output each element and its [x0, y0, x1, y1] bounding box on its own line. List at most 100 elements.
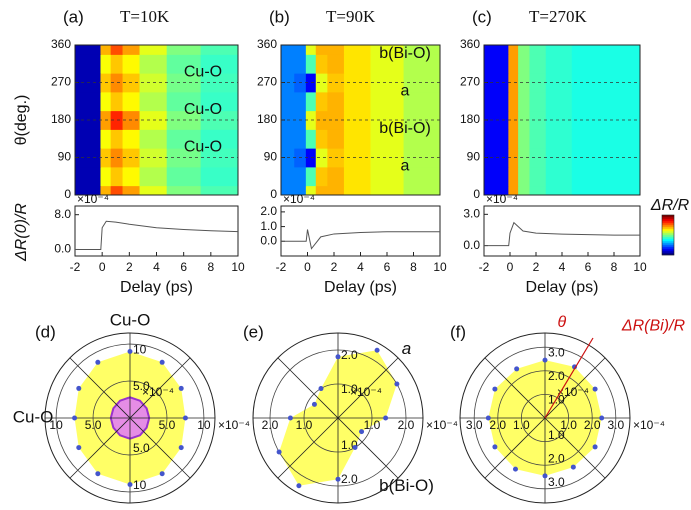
data-point	[287, 415, 293, 421]
data-point	[296, 483, 302, 489]
colorbar-step	[662, 251, 674, 254]
r-tick-label: 1.0	[548, 428, 565, 442]
axis-multiplier: ×10⁻⁴	[633, 418, 665, 432]
data-point	[359, 429, 365, 435]
data-point	[592, 386, 598, 392]
heatmap-cell	[545, 45, 573, 55]
heatmap-cell	[166, 91, 202, 112]
data-point	[394, 381, 400, 387]
heatmap-cell	[518, 185, 530, 196]
r-tick-label: 1.0	[364, 418, 381, 432]
data-point	[570, 464, 576, 470]
heatmap-cell	[529, 91, 547, 112]
r-tick-label: 2.0	[548, 451, 565, 465]
heatmap-cell	[403, 54, 441, 74]
data-point	[76, 385, 82, 391]
panel-label: (a)	[63, 7, 84, 26]
r-tick-label: 2.0	[584, 418, 601, 432]
axis-multiplier: ×10⁻⁴	[218, 418, 250, 432]
data-point	[599, 415, 605, 421]
heatmap-cell	[571, 45, 605, 55]
x-tick-label: 8	[611, 260, 618, 274]
y-tick-label: 270	[51, 75, 71, 89]
heatmap-cell	[166, 185, 202, 196]
data-point	[318, 386, 324, 392]
heatmap-cell	[315, 45, 328, 55]
heatmap-cell	[604, 54, 641, 74]
panel-title: T=90K	[326, 7, 376, 26]
heatmap-cell	[343, 91, 371, 112]
r-tick-label: 10	[49, 418, 63, 432]
heatmap-cell	[518, 129, 530, 149]
heatmap-cell	[343, 148, 371, 168]
polar-spoke	[277, 357, 399, 479]
polar-ring	[520, 393, 570, 443]
polar-ring	[92, 380, 168, 456]
r-tick-label: 5.0	[159, 418, 176, 432]
heatmap-cell	[110, 129, 124, 149]
r-tick-label: 3.0	[466, 418, 483, 432]
axis-multiplier: ×10⁻⁴	[426, 418, 458, 432]
heatmap-cell	[518, 110, 530, 130]
heatmap-cell	[508, 129, 519, 149]
data-point	[159, 359, 165, 365]
heatmap-cell	[294, 45, 307, 55]
heatmap-cell	[122, 45, 141, 55]
data-point	[512, 466, 518, 472]
heatmap-cell	[604, 91, 641, 112]
data-point	[485, 415, 491, 421]
heatmap-cell	[545, 54, 573, 74]
y-tick-label: 3.0	[463, 207, 480, 221]
data-line	[75, 220, 239, 250]
y-tick-label: 90	[264, 150, 278, 164]
r-tick-label: 3.0	[607, 418, 624, 432]
y-axis-label: θ(deg.)	[13, 95, 30, 146]
y-tick-label: 270	[257, 75, 277, 89]
heatmap-cell	[497, 91, 509, 112]
r-tick-label: 10	[133, 478, 147, 492]
heatmap-cell	[484, 129, 498, 149]
colorbar-step	[662, 219, 674, 222]
colorbar-step	[662, 215, 674, 218]
heatmap-cell	[508, 45, 519, 55]
annotation: θ	[557, 314, 566, 331]
colorbar-step	[662, 237, 674, 240]
heatmap-cell	[370, 185, 405, 196]
heatmap-cell	[327, 54, 345, 74]
heatmap-cell	[327, 129, 345, 149]
r-tick-label: 1.0	[341, 382, 358, 396]
heatmap-cell	[305, 129, 317, 149]
x-tick-label: 0	[304, 260, 311, 274]
data-point	[159, 471, 165, 477]
heatmap-cell	[497, 45, 509, 55]
heatmap-cell	[305, 54, 317, 74]
polar-ring	[303, 383, 373, 453]
heatmap-cell	[529, 129, 547, 149]
heatmap-cell	[545, 91, 573, 112]
heatmap-cell	[370, 73, 405, 93]
heatmap-cell	[518, 54, 530, 74]
heatmap-cell	[343, 129, 371, 149]
heatmap-cell	[403, 45, 441, 55]
heatmap-cell	[518, 73, 530, 93]
heatmap-cell	[508, 148, 519, 168]
y-tick-label: 90	[58, 150, 72, 164]
heatmap-cell	[315, 148, 328, 168]
r-tick-label: 2.0	[341, 348, 358, 362]
r-tick-label: 2.0	[398, 418, 415, 432]
annotation-arrow	[544, 337, 594, 419]
heatmap-cell	[200, 185, 239, 196]
heatmap-cell	[315, 73, 328, 93]
heatmap-cell	[343, 45, 371, 55]
heatmap-cell	[508, 73, 519, 93]
heatmap-cell	[281, 166, 295, 187]
heatmap-cell	[403, 148, 441, 168]
data-point	[514, 366, 520, 372]
heatmap-cell	[315, 185, 328, 196]
colorbar-step	[662, 243, 674, 246]
heatmap-cell	[100, 129, 112, 149]
heatmap-cell	[88, 129, 101, 149]
axis-multiplier: ×10⁻⁴	[283, 192, 315, 206]
heatmap-cell	[166, 129, 202, 149]
y-tick-label: 360	[460, 37, 480, 51]
